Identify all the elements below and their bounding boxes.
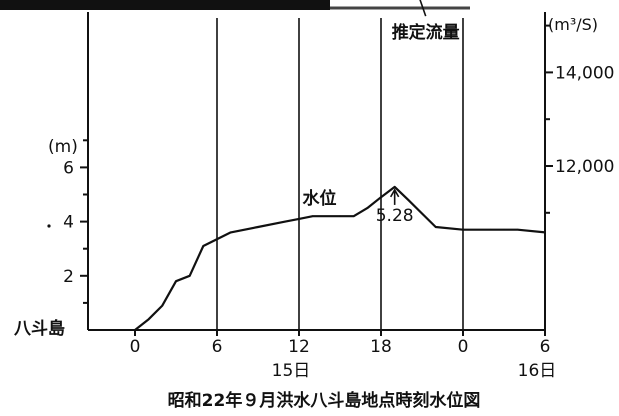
x-tick-label: 6 (540, 337, 551, 357)
left-axis-unit: (m) (48, 137, 78, 157)
estimated-flow-label: 推定流量 (392, 22, 460, 43)
x-tick-label: 0 (130, 337, 141, 357)
water-level-point (434, 226, 437, 228)
peak-level-arrowhead (389, 188, 400, 198)
water-level-point (298, 218, 300, 220)
water-level-point (516, 228, 519, 231)
water-level-point (421, 212, 423, 215)
water-level-point (229, 231, 232, 234)
day-label: 15日 (272, 361, 311, 381)
water-level-point (544, 231, 546, 234)
water-level-point (284, 220, 287, 223)
water-level-point (393, 186, 396, 188)
water-level-point (147, 318, 150, 320)
left-tick-label: 2 (63, 267, 74, 287)
right-axis-unit: (m³/S) (548, 15, 598, 34)
chart-title: 昭和22年９月洪水八斗島地点時刻水位図 (168, 390, 481, 411)
water-level-point (161, 304, 164, 307)
water-level-point (352, 215, 355, 217)
water-level-point (503, 228, 505, 231)
water-level-point (407, 199, 410, 201)
x-tick-label: 18 (370, 337, 392, 357)
water-level-point (202, 245, 205, 247)
water-level-point (366, 207, 369, 209)
right-tick-label: 14,000 (555, 63, 614, 83)
left-tick-label: 6 (63, 158, 74, 178)
x-tick-label: 6 (212, 337, 223, 357)
scan-dot (47, 224, 51, 228)
water-level-point (134, 329, 136, 331)
day-label: 16日 (518, 361, 557, 381)
water-level-point (311, 215, 314, 217)
water-level-line (134, 185, 546, 331)
x-tick-label: 12 (288, 337, 310, 357)
water-level-point (188, 275, 191, 277)
water-level-point (257, 226, 259, 228)
water-level-point (380, 196, 382, 199)
peak-flow-label: 16,850 (356, 0, 415, 2)
water-level-point (489, 228, 492, 231)
water-level-point (339, 215, 341, 217)
water-level-point (462, 228, 464, 231)
baseline-station-label: 八斗島 (14, 318, 65, 339)
peak-level-label: 5.28 (376, 206, 414, 226)
flow-label-leader (419, 0, 427, 17)
x-tick-label: 0 (458, 337, 469, 357)
left-tick-label: 4 (63, 213, 74, 233)
scan-band (0, 0, 330, 10)
water-level-label: 水位 (303, 188, 337, 209)
water-level-point (175, 280, 177, 283)
right-tick-label: 12,000 (555, 157, 614, 177)
